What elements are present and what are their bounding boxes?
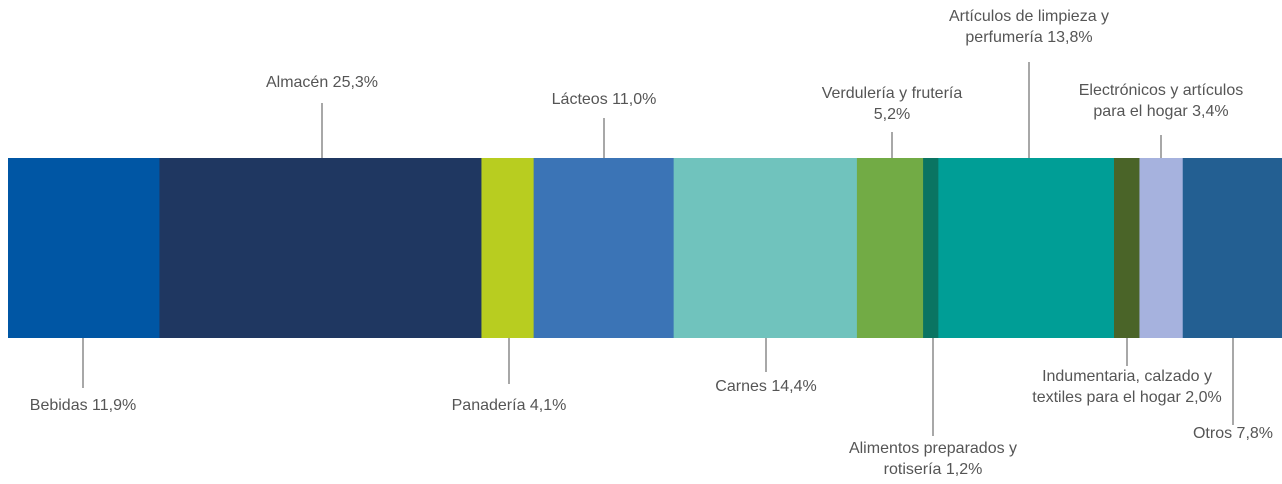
bar-segment: [856, 158, 924, 338]
segment-label-line: Alimentos preparados y: [849, 440, 1017, 457]
segment-label: Indumentaria, calzado y textiles para el …: [1032, 368, 1221, 406]
segment-label-line: Almacén 25,3%: [266, 74, 378, 91]
segment-label-line: Indumentaria, calzado y: [1042, 368, 1212, 385]
leader-lines: [82, 62, 1234, 436]
bar-segments: [8, 158, 1282, 338]
segment-label-line: Electrónicos y artículos: [1079, 82, 1244, 99]
segment-label: Bebidas 11,9%: [30, 397, 136, 414]
segment-labels: Bebidas 11,9% Almacén 25,3% Panadería 4,1%…: [30, 8, 1273, 478]
segment-label-line: perfumería 13,8%: [965, 29, 1092, 46]
segment-label-line: 5,2%: [874, 106, 910, 123]
bar-segment: [8, 158, 161, 338]
segment-label-line: Verdulería y frutería: [822, 85, 963, 102]
bar-segment: [159, 158, 483, 338]
segment-label-line: Otros 7,8%: [1193, 425, 1273, 442]
segment-label-line: Carnes 14,4%: [715, 378, 816, 395]
segment-label: Artículos de limpieza y perfumería 13,8%: [949, 8, 1109, 46]
bar-segment: [1139, 158, 1184, 338]
bar-segment: [533, 158, 675, 338]
segment-label-line: Bebidas 11,9%: [30, 397, 136, 414]
segment-label-line: Lácteos 11,0%: [552, 91, 657, 108]
segment-label-line: Artículos de limpieza y: [949, 8, 1109, 25]
segment-label-line: Panadería 4,1%: [452, 397, 567, 414]
segment-label: Verdulería y frutería 5,2%: [822, 85, 963, 123]
segment-label: Otros 7,8%: [1193, 425, 1273, 442]
bar-segment: [1182, 158, 1282, 338]
segment-label-line: rotisería 1,2%: [884, 461, 983, 478]
bar-segment: [673, 158, 858, 338]
segment-label: Alimentos preparados y rotisería 1,2%: [849, 440, 1017, 478]
bar-segment: [1114, 158, 1141, 338]
segment-label-line: para el hogar 3,4%: [1093, 103, 1228, 120]
bar-segment: [938, 158, 1115, 338]
segment-label-line: textiles para el hogar 2,0%: [1032, 389, 1221, 406]
segment-label: Carnes 14,4%: [715, 378, 816, 395]
bar-segment: [481, 158, 535, 338]
segment-label: Electrónicos y artículos para el hogar 3,…: [1079, 82, 1244, 120]
bar-segment: [923, 158, 939, 338]
segment-label: Panadería 4,1%: [452, 397, 567, 414]
segment-label: Almacén 25,3%: [266, 74, 378, 91]
segment-label: Lácteos 11,0%: [552, 91, 657, 108]
